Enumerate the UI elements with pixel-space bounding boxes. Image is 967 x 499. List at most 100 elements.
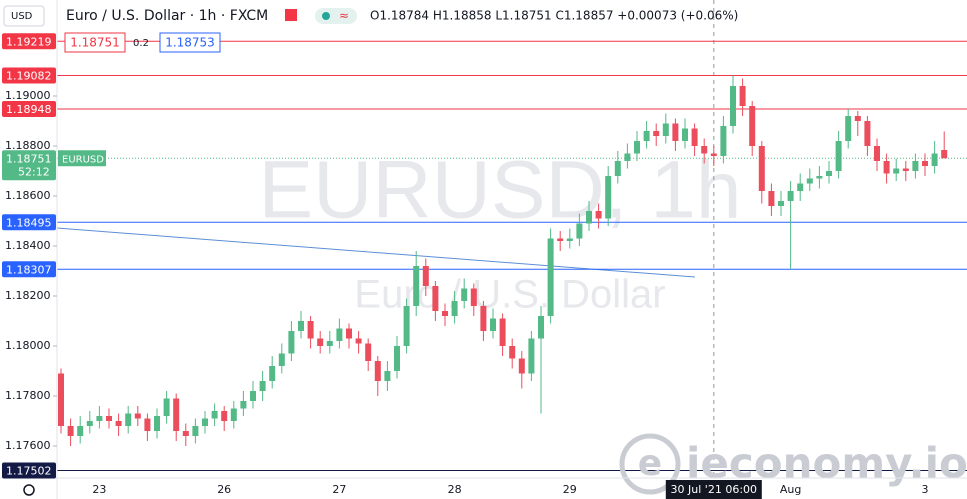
candle-body bbox=[96, 416, 103, 421]
candle-body bbox=[230, 408, 237, 421]
x-tick-label: 23 bbox=[92, 483, 106, 496]
x-tick-label: 28 bbox=[448, 483, 462, 496]
candle-body bbox=[115, 421, 122, 426]
candle-body bbox=[874, 146, 880, 161]
candle-body bbox=[451, 301, 458, 316]
candle-body bbox=[730, 86, 736, 126]
candle-body bbox=[125, 413, 132, 426]
candle-body bbox=[154, 416, 160, 431]
candle-body bbox=[634, 141, 640, 154]
level-label: 1.19219 bbox=[6, 35, 52, 48]
logo-text: ieconomy.io bbox=[686, 439, 967, 488]
candle-body bbox=[778, 201, 784, 206]
candle-body bbox=[576, 223, 583, 239]
candle-body bbox=[134, 413, 141, 419]
candle-body bbox=[346, 328, 352, 339]
candle-body bbox=[144, 418, 151, 431]
candle-body bbox=[768, 191, 775, 206]
candle-body bbox=[941, 150, 948, 159]
logo-ring bbox=[619, 433, 681, 495]
candle-body bbox=[374, 361, 381, 381]
candle-body bbox=[163, 398, 170, 416]
candle-body bbox=[336, 328, 343, 341]
candle-body bbox=[422, 266, 429, 286]
header: USD Euro / U.S. Dollar · 1h · FXCM ≈ O1.… bbox=[3, 5, 738, 53]
y-tick-label: 1.17600 bbox=[5, 439, 51, 452]
status-badge bbox=[315, 8, 357, 24]
candle-body bbox=[672, 123, 679, 141]
x-tick-label: 27 bbox=[332, 483, 346, 496]
y-tick-label: 1.17800 bbox=[5, 389, 51, 402]
sell-button[interactable] bbox=[64, 32, 126, 53]
candle-body bbox=[605, 176, 612, 219]
candle-body bbox=[221, 411, 228, 421]
countdown: 52:12 bbox=[18, 165, 50, 178]
candle-body bbox=[58, 373, 64, 426]
candle-body bbox=[538, 316, 544, 339]
level-label: 1.17502 bbox=[6, 465, 52, 478]
candle-body bbox=[902, 168, 909, 171]
candle-body bbox=[835, 141, 842, 171]
y-tick-label: 1.19000 bbox=[5, 89, 51, 102]
candle-body bbox=[566, 238, 573, 241]
level-label-box bbox=[2, 67, 56, 84]
current-price-label: 1.18751 bbox=[6, 152, 52, 165]
candle-body bbox=[547, 238, 554, 316]
buy-button[interactable] bbox=[159, 32, 221, 53]
current-price-box bbox=[2, 150, 56, 181]
candle-body bbox=[317, 338, 324, 346]
candle-body bbox=[182, 431, 189, 436]
currency: USD bbox=[11, 11, 33, 22]
candle-body bbox=[106, 416, 112, 421]
candle-body bbox=[701, 146, 708, 154]
candle-body bbox=[845, 116, 852, 141]
candle-body bbox=[922, 161, 928, 166]
level-label: 1.18307 bbox=[6, 263, 52, 276]
chart-title: Euro / U.S. Dollar · 1h · FXCM bbox=[66, 8, 268, 24]
candle-body bbox=[288, 331, 295, 354]
buy-price: 1.18753 bbox=[165, 36, 215, 50]
x-tick-label: 3 bbox=[922, 483, 929, 496]
candle-body bbox=[326, 341, 333, 346]
level-label-box bbox=[2, 462, 56, 479]
y-tick-label: 1.18000 bbox=[5, 339, 51, 352]
candle-body bbox=[442, 311, 448, 316]
flag-icon[interactable] bbox=[285, 9, 297, 21]
candle-body bbox=[432, 286, 439, 311]
candle-body bbox=[806, 178, 813, 184]
settings-icon[interactable] bbox=[23, 484, 35, 496]
candle-body bbox=[77, 426, 84, 436]
candle-body bbox=[826, 171, 832, 176]
candle-body bbox=[461, 288, 468, 301]
y-axis: 1.19000 1.18800 1.18600 1.18400 1.18200 1.180… bbox=[2, 33, 57, 479]
level-label: 1.18948 bbox=[6, 103, 52, 116]
candle-body bbox=[614, 161, 621, 176]
crosshair-label-box bbox=[665, 480, 762, 499]
symbol-tag: EURUSD bbox=[62, 154, 104, 165]
x-tick-label: 29 bbox=[563, 483, 577, 496]
symbol-tag-box bbox=[58, 150, 106, 167]
sell-price: 1.18751 bbox=[70, 36, 120, 50]
candle-body bbox=[816, 176, 823, 179]
candle-body bbox=[86, 421, 93, 426]
candle-body bbox=[758, 146, 765, 191]
x-tick-label: Aug bbox=[780, 483, 801, 496]
y-tick-label: 1.18600 bbox=[5, 189, 51, 202]
candle-body bbox=[509, 346, 516, 359]
candle-body bbox=[67, 426, 74, 436]
level-label: 1.18495 bbox=[6, 216, 52, 229]
watermark-name: Euro / U.S. Dollar bbox=[354, 273, 665, 317]
ohlc-legend: O1.18784 H1.18858 L1.18751 C1.18857 +0.0… bbox=[370, 9, 738, 23]
candle-body bbox=[653, 131, 660, 136]
candle-body bbox=[394, 346, 400, 371]
plot-area: EURUSD bbox=[56, 0, 967, 478]
candle-body bbox=[384, 371, 391, 381]
spread: 0.2 bbox=[133, 38, 149, 49]
logo-icon: e bbox=[638, 443, 662, 484]
currency-select[interactable] bbox=[3, 5, 45, 27]
y-tick-label: 1.18200 bbox=[5, 289, 51, 302]
candle-body bbox=[307, 321, 314, 339]
candle-body bbox=[710, 153, 717, 156]
